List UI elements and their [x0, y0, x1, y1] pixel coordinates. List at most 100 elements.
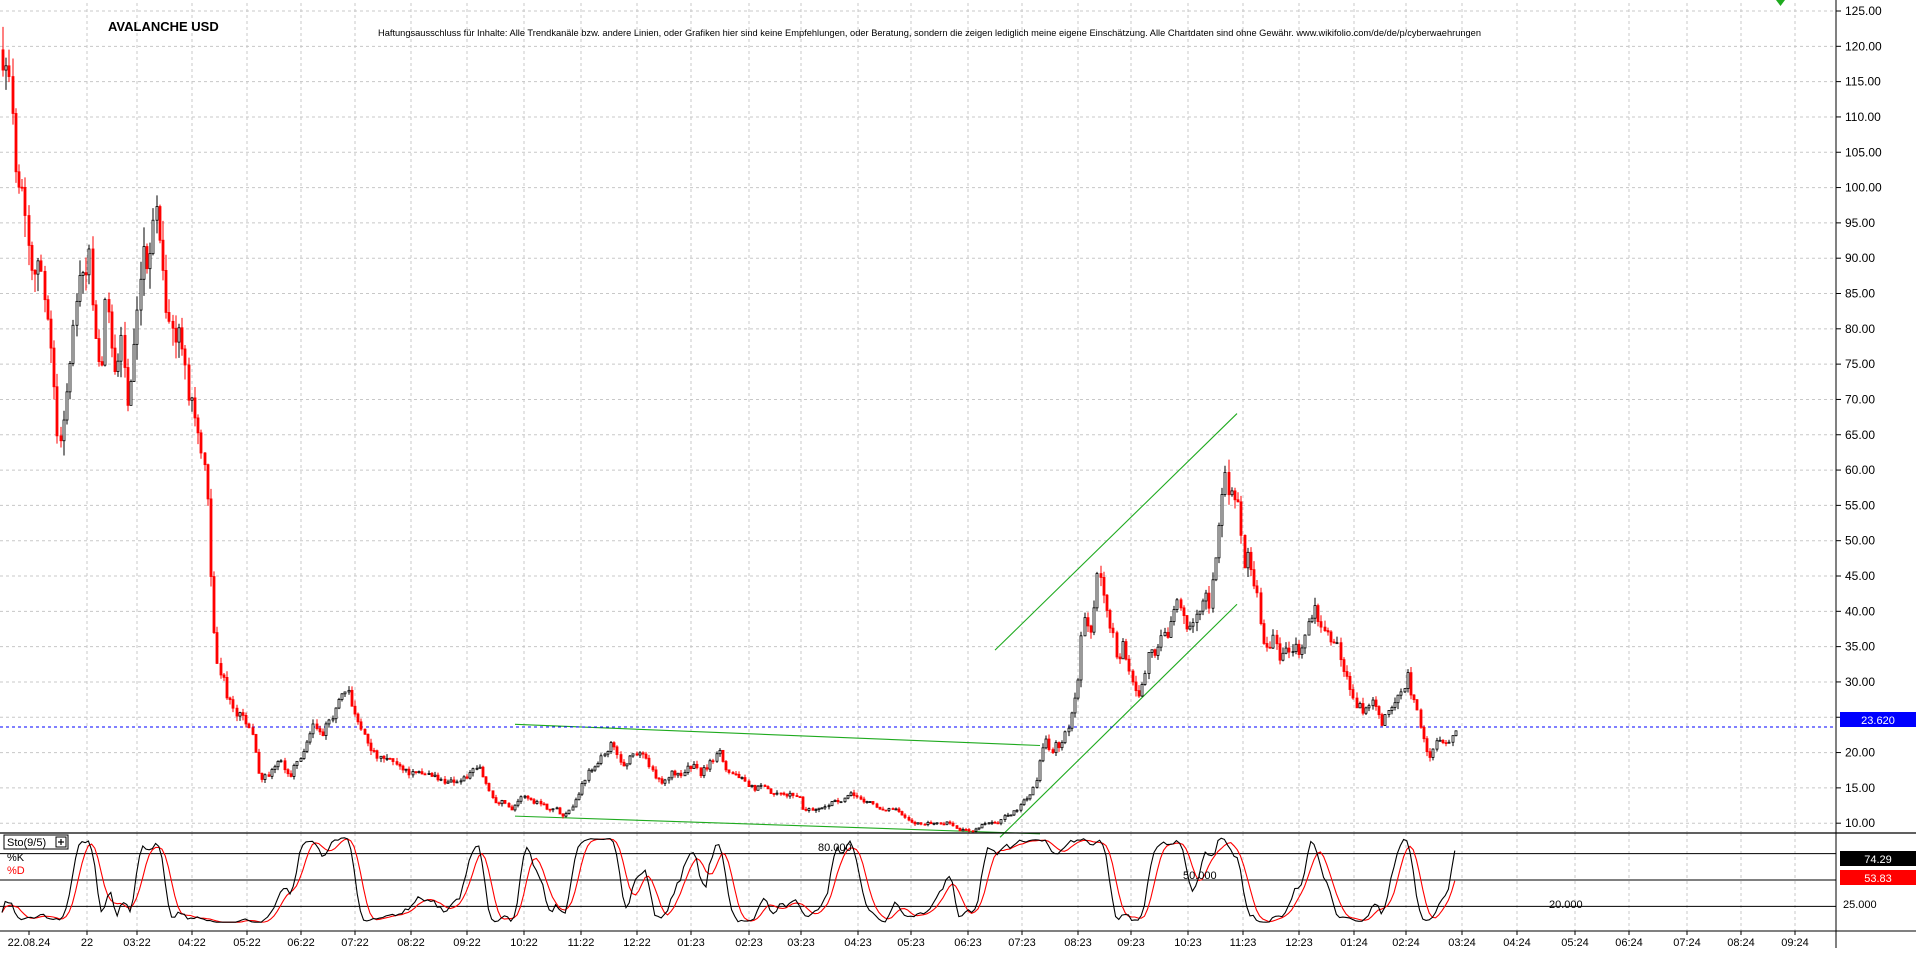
- candle-body: [1348, 675, 1352, 690]
- candle-body: [478, 766, 482, 769]
- candle-body: [1403, 688, 1407, 693]
- expand-indicator-button[interactable]: [55, 836, 67, 848]
- candle-body: [1435, 740, 1439, 750]
- candle-body: [615, 746, 619, 755]
- y-tick-label: 50.00: [1845, 534, 1875, 548]
- x-tick-label: 08:22: [397, 937, 425, 948]
- candle-body: [971, 830, 975, 833]
- x-tick-label: 05:22: [233, 937, 261, 948]
- y-tick-label: 105.00: [1845, 145, 1882, 159]
- candle-body: [254, 734, 258, 753]
- candle-body: [36, 260, 40, 275]
- candle-body: [359, 721, 363, 730]
- candle-body: [39, 260, 43, 272]
- candle-body: [1419, 709, 1423, 728]
- candle-body: [830, 801, 834, 807]
- candle-body: [1428, 751, 1432, 758]
- candlestick-series: [1, 26, 1458, 833]
- candle-body: [1383, 714, 1387, 726]
- candle-body: [900, 811, 904, 816]
- candle-body: [465, 776, 469, 779]
- candle-body: [1246, 551, 1250, 569]
- candle-body: [846, 795, 850, 799]
- candle-body: [171, 320, 175, 329]
- candle-body: [811, 808, 815, 811]
- candle-body: [913, 821, 917, 825]
- candle-body: [1227, 471, 1231, 496]
- candle-body: [951, 822, 955, 827]
- candle-body: [391, 758, 395, 762]
- candle-body: [910, 819, 914, 823]
- candle-body: [580, 783, 584, 795]
- candle-body: [833, 799, 837, 802]
- candle-body: [443, 778, 447, 784]
- candle-body: [1070, 712, 1074, 729]
- candle-body: [193, 397, 197, 419]
- x-tick-label: 09:22: [453, 937, 481, 948]
- candle-body: [686, 765, 690, 773]
- candle-body: [1447, 741, 1451, 744]
- candle-body: [59, 435, 63, 442]
- candle-body: [417, 771, 421, 774]
- candle-body: [196, 417, 200, 434]
- candle-body: [219, 663, 223, 676]
- candle-body: [430, 773, 434, 777]
- y-tick-label: 70.00: [1845, 392, 1875, 406]
- candle-body: [1099, 573, 1103, 578]
- candle-body: [142, 246, 146, 280]
- candle-body: [862, 798, 866, 803]
- green-arrow-icon: [1776, 0, 1785, 6]
- candle-body: [1444, 742, 1448, 745]
- x-tick-label: 22.08.24: [8, 937, 51, 948]
- candle-body: [1441, 739, 1445, 744]
- candle-body: [289, 773, 293, 777]
- x-tick-label: 03:22: [123, 937, 151, 948]
- candle-body: [1319, 621, 1323, 628]
- candle-body: [782, 792, 786, 795]
- candle-body: [1019, 804, 1023, 811]
- candle-body: [663, 779, 667, 784]
- candle-body: [299, 758, 303, 762]
- candle-body: [225, 676, 229, 699]
- candle-body: [884, 809, 888, 812]
- y-tick-label: 10.00: [1845, 816, 1875, 830]
- candle-body: [619, 754, 623, 763]
- candle-body: [382, 755, 386, 759]
- x-tick-label: 07:24: [1673, 937, 1701, 948]
- candle-body: [779, 792, 783, 795]
- candle-body: [1083, 617, 1087, 637]
- candle-body: [1, 49, 5, 71]
- candle-body: [801, 796, 805, 810]
- candle-body: [1297, 643, 1301, 655]
- candle-body: [695, 763, 699, 769]
- candle-body: [1265, 643, 1269, 648]
- candle-body: [503, 800, 507, 804]
- candle-body: [603, 753, 607, 757]
- x-tick-label: 06:22: [287, 937, 315, 948]
- candle-body: [1038, 760, 1042, 782]
- candle-body: [539, 800, 543, 805]
- candle-body: [891, 808, 895, 810]
- candle-body: [1339, 642, 1343, 661]
- candle-body: [577, 793, 581, 801]
- x-tick-label: 08:23: [1064, 937, 1092, 948]
- candle-body: [548, 808, 552, 811]
- y-tick-label: 60.00: [1845, 463, 1875, 477]
- x-tick-label: 09:23: [1117, 937, 1145, 948]
- candle-body: [1303, 634, 1307, 649]
- candle-body: [1179, 599, 1183, 609]
- candle-body: [1047, 738, 1051, 750]
- candle-body: [321, 731, 325, 736]
- candle-body: [20, 186, 24, 189]
- candle-body: [859, 796, 863, 800]
- candle-body: [1259, 592, 1263, 624]
- candle-body: [996, 822, 1000, 825]
- candle-body: [1230, 490, 1234, 496]
- candle-body: [1163, 631, 1167, 637]
- candle-body: [1092, 607, 1096, 633]
- candle-body: [897, 808, 901, 812]
- candle-body: [487, 783, 491, 792]
- candle-body: [65, 391, 69, 421]
- candle-body: [334, 707, 338, 720]
